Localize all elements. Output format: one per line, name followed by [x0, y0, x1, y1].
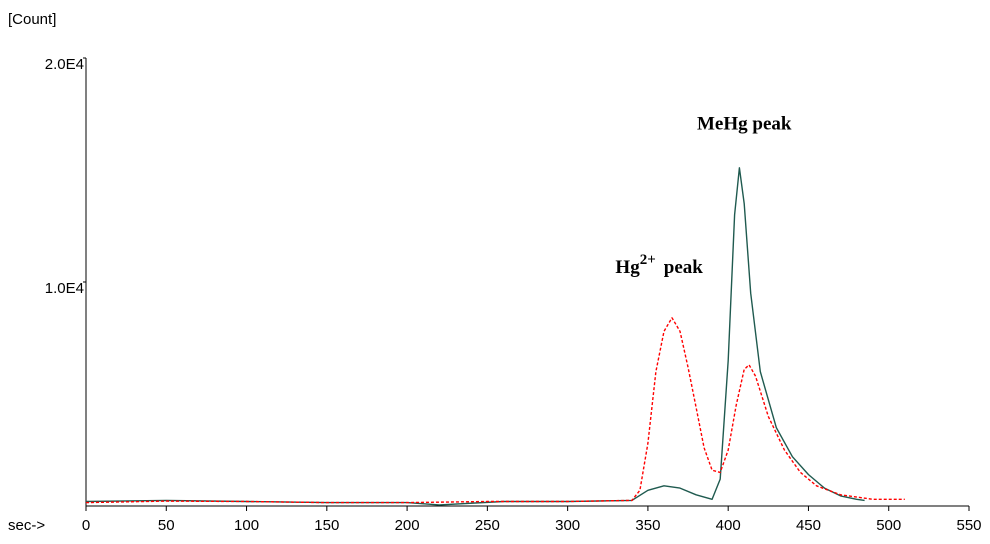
series-group — [85, 167, 905, 506]
x-tick-label: 0 — [82, 517, 90, 534]
x-ticks: 0 50 100 150 200 250 300 350 400 450 500 550 — [82, 506, 982, 534]
y-tick-label: 1.0E4 — [45, 280, 84, 297]
x-tick-label: 250 — [475, 517, 500, 534]
x-tick-label: 50 — [158, 517, 175, 534]
x-tick-label: 200 — [395, 517, 420, 534]
x-axis-label: sec-> — [8, 517, 45, 534]
annotations-group: MeHg peak Hg2+ peak — [615, 114, 791, 278]
y-ticks: 1.0E4 2.0E4 — [45, 56, 86, 297]
x-tick-label: 500 — [876, 517, 901, 534]
x-tick-label: 150 — [314, 517, 339, 534]
series-line-0 — [85, 167, 865, 506]
annotation-suffix: peak — [664, 257, 704, 278]
y-tick-label: 2.0E4 — [45, 56, 84, 73]
y-axis-label: [Count] — [8, 11, 56, 28]
annotation-text: Hg — [615, 257, 640, 278]
x-tick-label: 100 — [234, 517, 259, 534]
peak-annotation: Hg2+ peak — [615, 252, 703, 278]
x-tick-label: 400 — [716, 517, 741, 534]
annotation-text: MeHg peak — [697, 114, 792, 135]
x-tick-label: 300 — [555, 517, 580, 534]
x-tick-label: 550 — [956, 517, 981, 534]
x-tick-label: 450 — [796, 517, 821, 534]
peak-annotation: MeHg peak — [697, 114, 792, 135]
x-tick-label: 350 — [635, 517, 660, 534]
annotation-superscript: 2+ — [640, 252, 656, 268]
series-line-1 — [85, 317, 905, 504]
